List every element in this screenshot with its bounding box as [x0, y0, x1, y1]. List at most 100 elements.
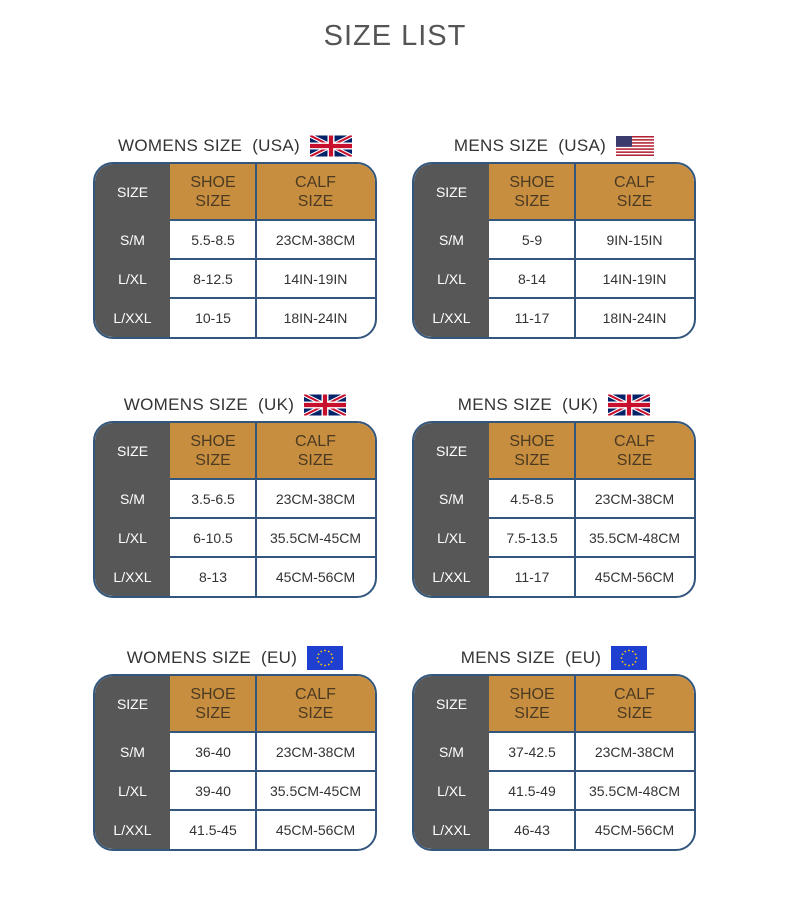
- column-divider: [574, 423, 576, 596]
- size-label: L/XL: [437, 270, 466, 287]
- calf-size-value: 23CM-38CM: [275, 743, 356, 760]
- size-column: [414, 423, 489, 596]
- size-header: SIZE: [116, 696, 149, 712]
- shoe-size-value: 8-14: [517, 270, 547, 287]
- shoe-size-value: 37-42.5: [508, 743, 556, 760]
- size-header: SIZE: [435, 184, 468, 200]
- calf-size-value: 23CM-38CM: [275, 490, 356, 507]
- column-divider: [255, 164, 257, 337]
- calf-size-header: CALF SIZE: [575, 676, 694, 732]
- size-label: S/M: [439, 490, 464, 507]
- row-divider: [170, 556, 375, 558]
- size-label: L/XL: [118, 529, 147, 546]
- calf-size-value: 35.5CM-45CM: [269, 529, 362, 546]
- size-label: L/XL: [118, 782, 147, 799]
- size-label: S/M: [120, 743, 145, 760]
- table-title: WOMENS SIZE (USA): [93, 133, 377, 159]
- row-divider: [170, 258, 375, 260]
- calf-size-header: CALF SIZE: [256, 423, 375, 479]
- table-title-text: MENS SIZE (EU): [460, 648, 602, 667]
- size-label: L/XXL: [432, 568, 471, 585]
- uk-flag-icon: [608, 394, 651, 416]
- size-header: SIZE: [116, 443, 149, 459]
- calf-size-value: 23CM-38CM: [275, 231, 356, 248]
- uk-flag-icon: [304, 394, 347, 416]
- shoe-size-value: 10-15: [195, 309, 231, 326]
- calf-size-value: 23CM-38CM: [594, 743, 675, 760]
- size-label: L/XXL: [113, 821, 152, 838]
- column-divider: [574, 676, 576, 849]
- row-divider: [170, 297, 375, 299]
- shoe-size-value: 4.5-8.5: [510, 490, 554, 507]
- size-column: [414, 164, 489, 337]
- shoe-size-header: SHOE SIZE: [489, 423, 575, 479]
- calf-size-header: CALF SIZE: [575, 423, 694, 479]
- page-title: SIZE LIST: [323, 20, 467, 52]
- calf-size-value: 45CM-56CM: [275, 821, 356, 838]
- calf-size-value: 23CM-38CM: [594, 490, 675, 507]
- shoe-size-header: SHOE SIZE: [170, 423, 256, 479]
- row-divider: [489, 770, 694, 772]
- table-title: MENS SIZE (EU): [412, 645, 696, 671]
- size-label: S/M: [439, 231, 464, 248]
- shoe-size-value: 5-9: [521, 231, 543, 248]
- calf-size-value: 45CM-56CM: [594, 568, 675, 585]
- size-table: SIZE SHOE SIZE CALF SIZE S/M 4.5-8.5 23CM-38C…: [412, 421, 696, 598]
- calf-size-value: 35.5CM-48CM: [588, 782, 681, 799]
- row-divider: [170, 731, 375, 733]
- row-divider: [170, 478, 375, 480]
- calf-size-value: 18IN-24IN: [602, 309, 667, 326]
- shoe-size-value: 11-17: [514, 568, 550, 585]
- size-label: L/XL: [437, 529, 466, 546]
- shoe-size-value: 46-43: [514, 821, 550, 838]
- calf-size-header: CALF SIZE: [256, 676, 375, 732]
- size-table: SIZE SHOE SIZE CALF SIZE S/M 3.5-6.5 23CM-38C…: [93, 421, 377, 598]
- shoe-size-header: SHOE SIZE: [170, 676, 256, 732]
- size-label: L/XXL: [432, 309, 471, 326]
- size-header: SIZE: [116, 184, 149, 200]
- calf-size-value: 18IN-24IN: [283, 309, 348, 326]
- calf-size-header: CALF SIZE: [575, 164, 694, 220]
- size-table: SIZE SHOE SIZE CALF SIZE S/M 36-40 23CM-38CM L…: [93, 674, 377, 851]
- shoe-size-value: 8-13: [198, 568, 228, 585]
- column-divider: [255, 676, 257, 849]
- shoe-size-header: SHOE SIZE: [489, 676, 575, 732]
- column-divider: [574, 164, 576, 337]
- calf-size-value: 35.5CM-45CM: [269, 782, 362, 799]
- row-divider: [489, 219, 694, 221]
- shoe-size-value: 8-12.5: [193, 270, 233, 287]
- size-label: L/XL: [118, 270, 147, 287]
- size-table: SIZE SHOE SIZE CALF SIZE S/M 37-42.5 23CM-38C…: [412, 674, 696, 851]
- size-header: SIZE: [435, 443, 468, 459]
- size-label: S/M: [439, 743, 464, 760]
- us-flag-icon: [616, 136, 655, 156]
- size-label: S/M: [120, 490, 145, 507]
- table-title: WOMENS SIZE (UK): [93, 392, 377, 418]
- row-divider: [489, 556, 694, 558]
- calf-size-value: 45CM-56CM: [275, 568, 356, 585]
- shoe-size-header: SHOE SIZE: [170, 164, 256, 220]
- table-title-text: WOMENS SIZE (EU): [126, 648, 298, 667]
- calf-size-value: 35.5CM-48CM: [588, 529, 681, 546]
- size-column: [414, 676, 489, 849]
- size-table: SIZE SHOE SIZE CALF SIZE S/M 5.5-8.5 23CM-38C…: [93, 162, 377, 339]
- table-title-text: MENS SIZE (UK): [457, 395, 599, 414]
- size-label: L/XXL: [113, 568, 152, 585]
- row-divider: [170, 219, 375, 221]
- row-divider: [170, 809, 375, 811]
- shoe-size-header: SHOE SIZE: [489, 164, 575, 220]
- size-column: [95, 164, 170, 337]
- row-divider: [489, 809, 694, 811]
- shoe-size-value: 6-10.5: [193, 529, 233, 546]
- size-label: L/XXL: [113, 309, 152, 326]
- calf-size-value: 45CM-56CM: [594, 821, 675, 838]
- shoe-size-value: 7.5-13.5: [506, 529, 558, 546]
- shoe-size-value: 11-17: [514, 309, 550, 326]
- size-column: [95, 423, 170, 596]
- size-table: SIZE SHOE SIZE CALF SIZE S/M 5-9 9IN-15IN L/XL…: [412, 162, 696, 339]
- calf-size-header: CALF SIZE: [256, 164, 375, 220]
- size-label: L/XL: [437, 782, 466, 799]
- size-header: SIZE: [435, 696, 468, 712]
- size-label: S/M: [120, 231, 145, 248]
- calf-size-value: 14IN-19IN: [283, 270, 348, 287]
